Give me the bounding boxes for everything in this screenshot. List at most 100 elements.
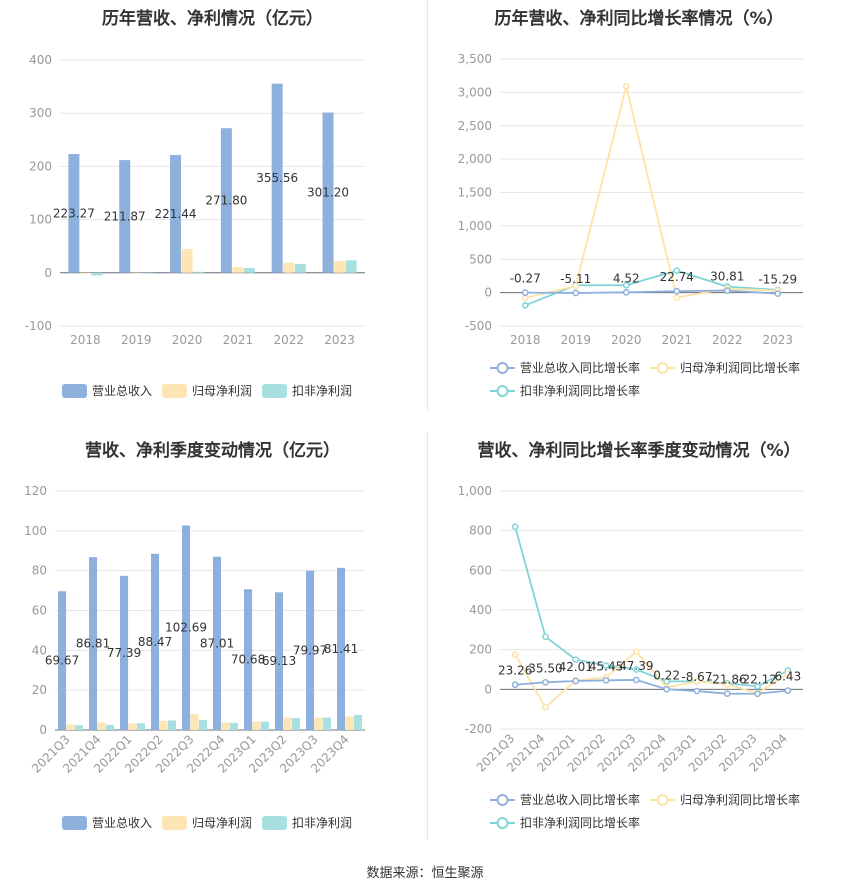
chart-svg: 3,500 3,000 2,500 2,000 1,500 1,000 500 0 -500 20…	[458, 52, 803, 398]
chart-svg: 1201008060402002021Q32021Q42022Q12022Q22…	[24, 484, 365, 830]
bar-revenue	[322, 112, 334, 273]
series-point	[754, 690, 761, 698]
series-point	[521, 301, 529, 309]
legend-swatch	[162, 816, 187, 830]
bar-deducted-profit	[167, 720, 176, 730]
legend-label: 营业总收入同比增长率	[520, 792, 640, 807]
series-line-1	[514, 650, 789, 709]
bar-revenue	[170, 154, 182, 273]
data-label: -0.27	[510, 272, 541, 286]
y-tick-label: 60	[32, 604, 47, 618]
y-tick-label: 400	[29, 53, 52, 67]
chart-title: 历年营收、净利同比增长率情况（%）	[494, 9, 784, 29]
y-tick-label: 0	[39, 723, 47, 737]
y-tick-label: 0	[44, 266, 52, 280]
series-point	[663, 685, 670, 693]
bar-net-profit	[79, 272, 91, 274]
bar-deducted-profit	[353, 714, 362, 730]
x-tick-label: 2023	[324, 333, 355, 347]
bar-revenue	[220, 128, 232, 273]
bar-deducted-profit	[198, 720, 207, 730]
data-label: 221.44	[155, 207, 197, 221]
series-point	[511, 681, 519, 689]
series-point	[784, 670, 792, 677]
data-label: 88.47	[138, 635, 172, 649]
y-tick-label: -200	[465, 722, 492, 736]
bar-revenue	[119, 160, 131, 273]
bar-net-profit	[190, 714, 199, 730]
bar-revenue	[182, 525, 191, 730]
series-point	[622, 288, 630, 296]
series-point	[663, 678, 670, 685]
chart-svg: 400 300 200 100 0 -100 2018 2019 2020 2021 2022 202…	[25, 53, 365, 398]
legend-label: 营业总收入	[92, 816, 152, 830]
legend-label: 归母净利润	[192, 384, 252, 398]
series-point	[633, 676, 640, 684]
bar-deducted-profit	[136, 723, 145, 730]
x-tick-label: 2021	[661, 333, 692, 347]
bar-deducted-profit	[193, 271, 205, 273]
bar-revenue	[120, 575, 129, 730]
series-point	[784, 687, 792, 694]
legend-label: 扣非净利润	[292, 816, 352, 830]
series-point	[774, 290, 782, 297]
bar-net-profit	[159, 720, 168, 730]
series-point	[572, 289, 580, 297]
legend-swatch-marker	[656, 362, 669, 374]
data-label: -22.12	[738, 673, 777, 687]
legend-label: 营业总收入同比增长率	[520, 360, 640, 375]
series-point	[693, 678, 701, 685]
chart-title: 历年营收、净利情况（亿元）	[102, 9, 323, 29]
x-tick-label: 2018	[70, 333, 101, 347]
series-point	[602, 662, 610, 669]
data-label: -15.29	[758, 273, 797, 287]
bar-net-profit	[252, 721, 261, 730]
data-label: 6.43	[774, 670, 801, 684]
data-label: 45.45	[589, 659, 623, 673]
legend-label: 扣非净利润同比增长率	[520, 815, 640, 830]
y-tick-label: 200	[29, 159, 52, 173]
bar-deducted-profit	[294, 264, 306, 273]
data-source-footer: 数据来源：恒生聚源	[366, 866, 484, 881]
data-label: -8.67	[681, 670, 712, 684]
data-label: 81.41	[324, 642, 358, 656]
series-point	[511, 523, 519, 531]
series-point	[673, 294, 681, 301]
chart-svg: 1,0008006004002000-2002021Q32021Q42022Q1…	[458, 484, 803, 830]
series-point	[723, 287, 731, 294]
bar-revenue	[68, 154, 80, 273]
data-label: 35.50	[528, 661, 562, 675]
bar-net-profit	[283, 262, 295, 273]
data-label: 70.68	[231, 653, 265, 667]
bar-net-profit	[97, 722, 106, 730]
data-label: 4.52	[613, 271, 640, 285]
data-label: 30.81	[710, 270, 744, 284]
data-label: 69.13	[262, 654, 296, 668]
legend-label: 归母净利润同比增长率	[680, 360, 800, 375]
legend-label: 营业总收入	[92, 384, 152, 398]
series-point	[673, 267, 681, 274]
data-label: -21.86	[708, 673, 747, 687]
legend-swatch	[262, 816, 287, 830]
x-tick-label: 2019	[560, 333, 591, 347]
y-tick-label: 2,500	[458, 119, 492, 133]
data-label: 23.26	[498, 664, 532, 678]
data-label: 77.39	[107, 646, 141, 660]
x-tick-label: 2020	[611, 333, 642, 347]
chart-title: 营收、净利季度变动情况（亿元）	[85, 441, 340, 461]
legend-swatch-marker	[496, 794, 509, 806]
series-point	[542, 633, 549, 641]
series-line-0	[525, 289, 778, 295]
bar-revenue	[89, 557, 98, 730]
bar-revenue	[337, 567, 346, 730]
data-label: 211.87	[104, 209, 146, 223]
data-label: 86.81	[76, 637, 110, 651]
series-point	[622, 83, 630, 90]
series-line-1	[525, 86, 778, 299]
bar-revenue	[271, 83, 283, 273]
data-label: 271.80	[205, 194, 247, 208]
bar-deducted-profit	[142, 272, 154, 274]
data-label: -5.11	[560, 272, 591, 286]
bar-revenue	[244, 589, 253, 730]
data-label: 0.22	[653, 668, 680, 682]
